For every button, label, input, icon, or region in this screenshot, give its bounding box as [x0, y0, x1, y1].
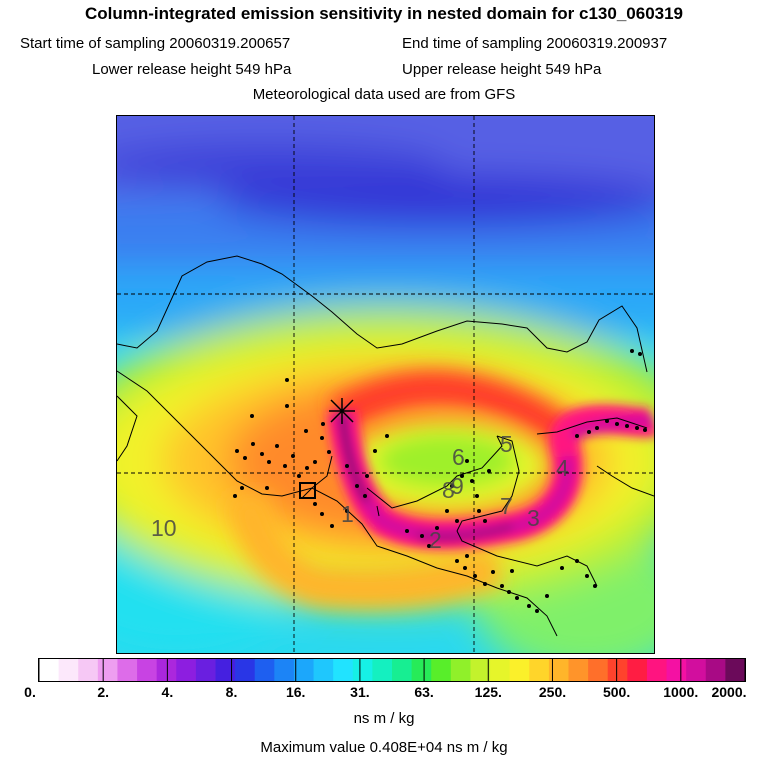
colorbar-swatch — [254, 659, 275, 681]
colorbar-swatch — [509, 659, 530, 681]
colorbar-swatch — [195, 659, 216, 681]
colorbar-swatch — [313, 659, 334, 681]
colorbar-swatch — [646, 659, 668, 681]
met-data-label: Meteorological data used are from GFS — [252, 86, 516, 103]
colorbar-tick-label: 8. — [225, 684, 238, 700]
colorbar-swatch — [156, 659, 177, 681]
coastlines — [117, 255, 654, 637]
colorbar-swatch — [215, 659, 236, 681]
sample-box-marker — [299, 482, 316, 499]
colorbar-tick-label: 4. — [161, 684, 174, 700]
trajectory-label-8: 8 — [442, 477, 455, 503]
colorbar-tick-label: 125. — [474, 684, 502, 700]
colorbar-tick-label: 1000. — [663, 684, 699, 700]
colorbar-swatch — [117, 659, 138, 681]
colorbar-swatch — [450, 659, 471, 681]
trajectory-label-5: 5 — [500, 431, 513, 457]
measurement-sites — [233, 349, 647, 613]
colorbar-swatch — [58, 659, 79, 681]
colorbar-tick-label: 63. — [414, 684, 434, 700]
lower-release-height-label: Lower release height 549 hPa — [92, 61, 292, 78]
colorbar-swatch — [627, 659, 648, 681]
colorbar-swatch — [490, 659, 511, 681]
colorbar-swatch — [235, 659, 256, 681]
colorbar-tick-label: 250. — [538, 684, 567, 700]
colorbar-swatch — [568, 659, 589, 681]
colorbar-swatch — [607, 659, 628, 681]
colorbar-swatch — [666, 659, 687, 681]
trajectory-labels: 10 1 2 3 4 5 6 7 8 9 — [151, 431, 569, 553]
colorbar-swatch — [352, 659, 373, 681]
end-time-label: End time of sampling 20060319.200937 — [402, 35, 668, 52]
trajectory-label-10: 10 — [151, 515, 177, 541]
colorbar-swatch — [333, 659, 354, 681]
colorbar-swatch — [39, 659, 60, 681]
colorbar-tick-label: 500. — [602, 684, 631, 700]
colorbar-swatch — [470, 659, 491, 681]
colorbar-tick-label: 2. — [97, 684, 110, 700]
start-time-label: Start time of sampling 20060319.200657 — [20, 35, 291, 52]
colorbar-swatch — [686, 659, 707, 681]
colorbar-swatch — [176, 659, 197, 681]
trajectory-label-3: 3 — [527, 505, 540, 531]
trajectory-label-2: 2 — [429, 527, 442, 553]
release-location-marker — [329, 398, 355, 424]
sensitivity-map: 10 1 2 3 4 5 6 7 8 9 — [116, 115, 655, 654]
colorbar-swatch — [78, 659, 99, 681]
trajectory-label-7: 7 — [500, 493, 513, 519]
colorbar-swatch — [392, 659, 413, 681]
colorbar-swatch — [372, 659, 393, 681]
colorbar-swatch — [97, 659, 118, 681]
colorbar-swatch — [588, 659, 609, 681]
colorbar-tick-label: 16. — [285, 684, 306, 700]
colorbar — [38, 658, 746, 682]
colorbar-swatch — [274, 659, 295, 681]
trajectory-label-4: 4 — [556, 455, 569, 481]
colorbar-swatch — [293, 659, 315, 681]
colorbar-swatch — [705, 659, 726, 681]
colorbar-swatch — [725, 659, 745, 681]
colorbar-swatch — [548, 659, 569, 681]
trajectory-label-9: 9 — [451, 473, 464, 499]
colorbar-tick-label: 31. — [350, 684, 370, 700]
colorbar-tick-label: 2000. — [711, 684, 747, 700]
colorbar-swatch — [431, 659, 452, 681]
trajectory-label-1: 1 — [341, 501, 354, 527]
max-value-label: Maximum value 0.408E+04 ns m / kg — [260, 739, 508, 756]
colorbar-swatch — [411, 659, 432, 681]
colorbar-swatch — [529, 659, 550, 681]
trajectory-label-6: 6 — [452, 444, 465, 470]
colorbar-tick-label: 0. — [24, 684, 36, 700]
grid-lines — [117, 116, 654, 653]
colorbar-swatch — [137, 659, 158, 681]
plot-title: Column-integrated emission sensitivity i… — [84, 4, 684, 23]
colorbar-unit-label: ns m / kg — [353, 710, 415, 727]
upper-release-height-label: Upper release height 549 hPa — [402, 61, 602, 78]
sensitivity-field — [117, 116, 654, 653]
